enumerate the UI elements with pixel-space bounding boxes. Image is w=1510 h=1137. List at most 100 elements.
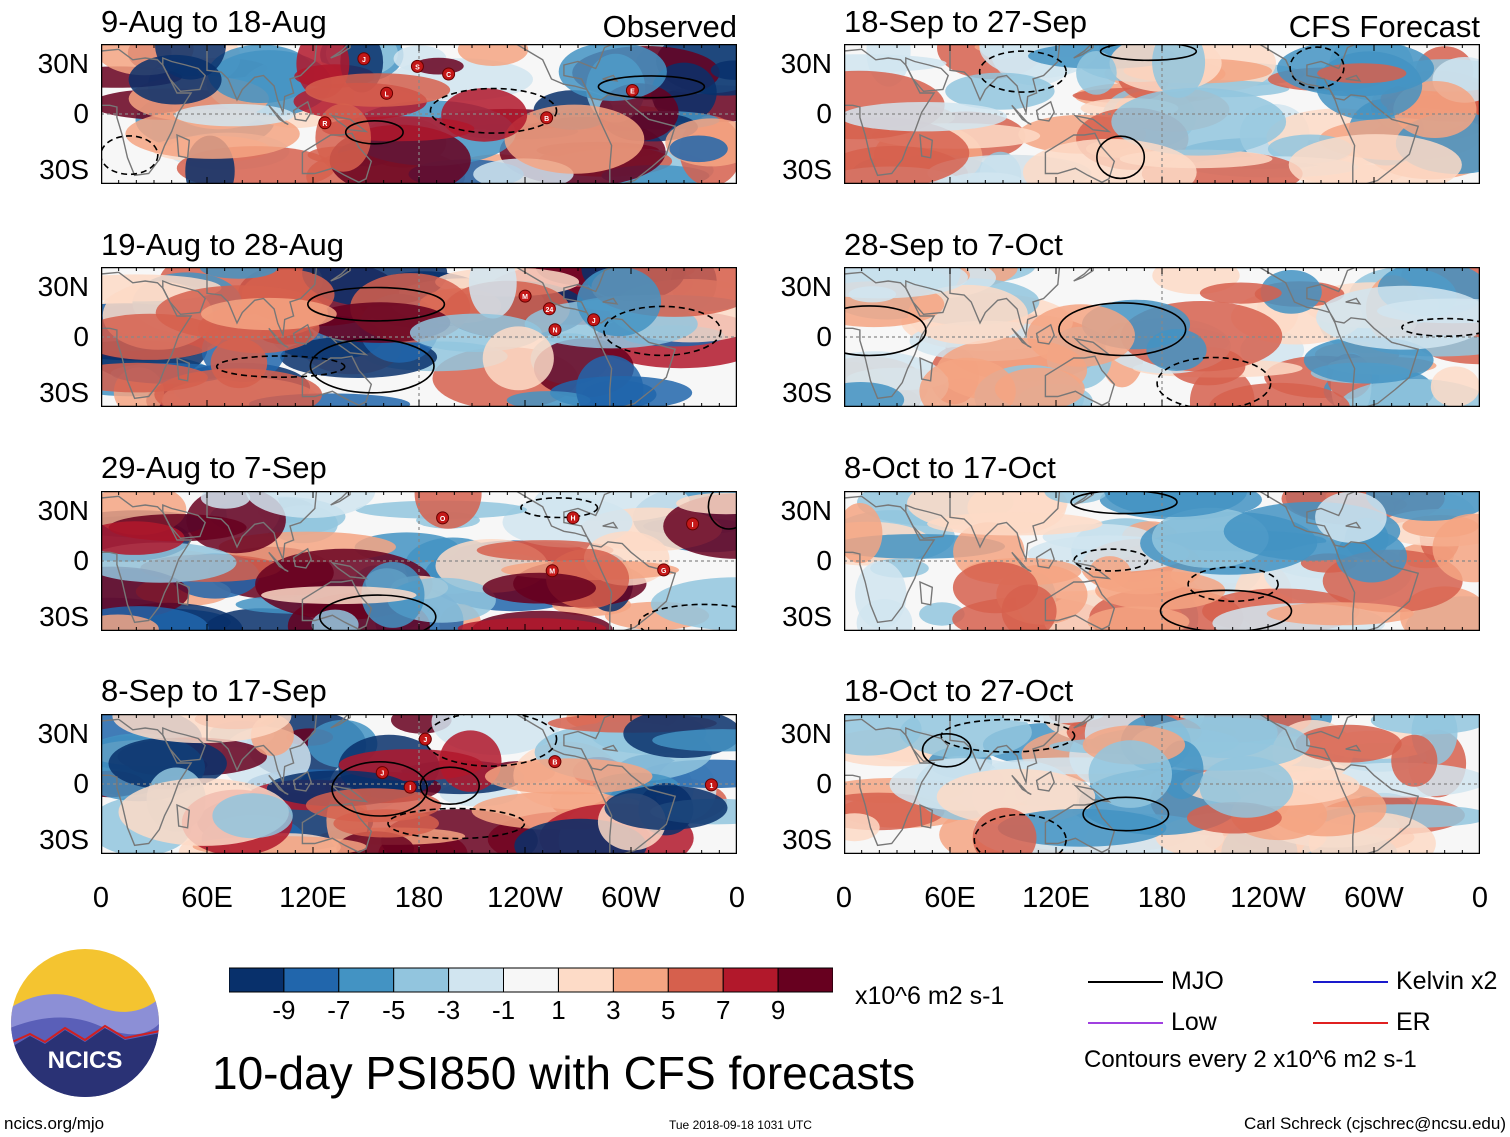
svg-text:G: G — [661, 568, 667, 575]
y-tick-label: 30S — [39, 824, 89, 855]
x-tick-label: 180 — [1137, 882, 1187, 914]
colorbar-label: -5 — [382, 995, 406, 1025]
svg-text:S: S — [415, 64, 420, 71]
coastline — [1035, 547, 1055, 569]
svg-text:M: M — [522, 294, 528, 301]
mjo-contour — [978, 50, 1067, 93]
coastline — [905, 726, 950, 763]
coastline — [602, 521, 619, 529]
map-panel — [844, 714, 1480, 854]
mjo-contour — [921, 732, 972, 768]
coastline — [162, 56, 207, 93]
storm-marker: J — [418, 732, 432, 746]
mjo-contour — [1289, 46, 1345, 89]
coastline — [301, 132, 373, 184]
svg-text:N: N — [552, 328, 557, 335]
storm-marker: C — [442, 67, 456, 81]
mjo-contour — [603, 305, 722, 357]
coastline — [514, 491, 677, 631]
footer-url: ncics.org/mjo — [4, 1114, 105, 1133]
map-panel: M O G I H — [101, 491, 737, 631]
colorbar-swatch — [777, 967, 833, 993]
footer-author: Carl Schreck (cjschrec@ncsu.edu) — [1244, 1114, 1506, 1133]
storm-marker: J — [375, 766, 389, 780]
svg-text:B: B — [544, 116, 549, 123]
map-panel: B R L S C J E — [101, 44, 737, 184]
coastline — [1257, 714, 1420, 854]
coastline — [330, 114, 369, 133]
mjo-contour — [1099, 44, 1198, 62]
storm-marker: B — [540, 111, 554, 125]
contour-note: Contours every 2 x10^6 m2 s-1 — [1084, 1046, 1417, 1073]
coastline — [844, 495, 936, 624]
coastline — [162, 726, 207, 763]
legend-line — [1088, 981, 1163, 983]
map-panel: 24 J M N — [101, 267, 737, 407]
coastline — [514, 714, 677, 854]
coastline — [514, 267, 677, 407]
mjo-contour — [940, 718, 1076, 753]
mjo-contour — [638, 603, 737, 631]
panel-title: 9-Aug to 18-Aug — [101, 4, 327, 39]
storm-marker: N — [548, 323, 562, 337]
x-tick-label: 60W — [1344, 882, 1404, 914]
coastline — [919, 356, 934, 382]
coastline — [905, 503, 950, 540]
legend-label: Kelvin x2 — [1396, 967, 1498, 995]
legend-label: MJO — [1171, 967, 1224, 995]
mjo-contour — [307, 286, 446, 322]
coastline — [1011, 551, 1032, 573]
legend-label: ER — [1396, 1008, 1431, 1036]
coastline — [268, 104, 289, 126]
coastline — [206, 267, 318, 339]
colorbar — [229, 967, 833, 993]
mjo-contour — [429, 87, 558, 134]
coastline — [268, 327, 289, 349]
storm-marker: I — [686, 517, 700, 531]
y-tick-label: 30S — [782, 824, 832, 855]
coastline — [905, 56, 950, 93]
mjo-contour — [1070, 491, 1178, 515]
panel-title: 18-Sep to 27-Sep — [844, 4, 1088, 39]
legend-label: Low — [1171, 1008, 1217, 1036]
x-tick-label: 120E — [279, 882, 347, 914]
coastline — [176, 580, 191, 606]
coastline — [919, 803, 934, 829]
y-tick-label: 30N — [780, 48, 832, 79]
coastline — [162, 279, 207, 316]
map-panel — [844, 491, 1480, 631]
mjo-contour — [844, 305, 927, 357]
coastline — [301, 802, 373, 854]
y-tick-label: 30N — [37, 271, 89, 302]
coastline — [844, 48, 936, 177]
mjo-contour — [1058, 302, 1187, 357]
storm-marker: I — [403, 780, 417, 794]
storm-marker: 24 — [542, 302, 556, 316]
mjo-contour — [1156, 356, 1272, 407]
legend-line — [1313, 1022, 1388, 1024]
chart-title: 10-day PSI850 with CFS forecasts — [212, 1047, 916, 1099]
coastline — [1044, 132, 1116, 184]
coastline — [1011, 327, 1032, 349]
coastline — [330, 561, 369, 580]
panel-source-label: Observed — [602, 9, 737, 44]
legend-line — [1313, 981, 1388, 983]
coastline — [292, 770, 312, 792]
coastline — [1345, 74, 1362, 82]
y-tick-label: 0 — [73, 98, 89, 129]
coastline — [162, 503, 207, 540]
panel-title: 18-Oct to 27-Oct — [844, 673, 1074, 708]
mjo-contour — [331, 761, 428, 817]
coastline — [1035, 323, 1055, 345]
x-tick-label: 60W — [601, 882, 661, 914]
svg-text:J: J — [362, 57, 366, 64]
mjo-contour — [707, 491, 737, 530]
storm-marker: 1 — [704, 778, 718, 792]
coastline — [1345, 744, 1362, 752]
y-tick-label: 30S — [782, 601, 832, 632]
mjo-contour — [344, 120, 404, 145]
y-tick-label: 0 — [73, 321, 89, 352]
storm-marker: E — [625, 84, 639, 97]
storm-marker: L — [380, 86, 394, 100]
mjo-contour — [1073, 548, 1149, 572]
